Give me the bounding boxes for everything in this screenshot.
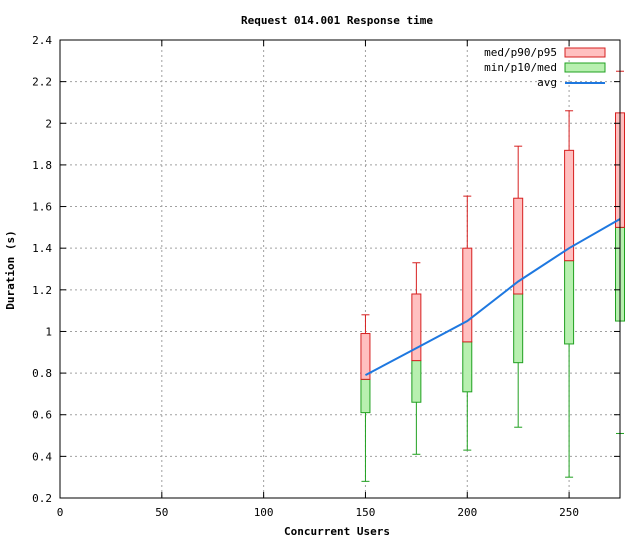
legend-label: avg [537,76,557,89]
y-tick-label: 1.6 [32,201,52,214]
y-tick-label: 1 [45,325,52,338]
legend-label: min/p10/med [484,61,557,74]
y-tick-label: 0.8 [32,367,52,380]
y-tick-label: 2.4 [32,34,52,47]
legend: med/p90/p95 min/p10/med avg [484,46,606,89]
x-axis-label: Concurrent Users [284,525,390,538]
y-tick-label: 1.8 [32,159,52,172]
y-axis-label: Duration (s) [4,230,17,309]
lower-box [411,360,422,403]
upper-box [462,247,473,343]
x-tick-label: 0 [57,506,64,519]
upper-box [513,197,524,295]
lower-box [564,260,575,345]
lower-box [513,293,524,364]
y-tick-label: 2 [45,117,52,130]
x-tick-label: 100 [254,506,274,519]
x-tick-label: 150 [356,506,376,519]
legend-swatch [564,62,606,73]
lower-box [462,341,473,393]
axes: 0.2 0.4 0.6 0.8 1 1.2 1.4 1.6 1.8 2 2.2 2.4 0 50 100 15… [32,34,620,519]
y-tick-label: 0.2 [32,492,52,505]
chart-title: Request 014.001 Response time [241,14,433,27]
x-tick-label: 200 [457,506,477,519]
y-tick-label: 1.4 [32,242,52,255]
plot-series [360,70,625,482]
y-tick-label: 0.6 [32,409,52,422]
legend-label: med/p90/p95 [484,46,557,59]
avg-line [364,218,621,377]
plot-frame [59,39,621,499]
upper-box [360,333,371,380]
x-tick-label: 50 [155,506,168,519]
y-tick-label: 0.4 [32,450,52,463]
y-tick-label: 2.2 [32,76,52,89]
y-tick-label: 1.2 [32,284,52,297]
upper-box [564,149,575,262]
x-tick-label: 250 [559,506,579,519]
legend-swatch [564,47,606,58]
upper-box [411,293,422,362]
lower-box [360,378,371,414]
